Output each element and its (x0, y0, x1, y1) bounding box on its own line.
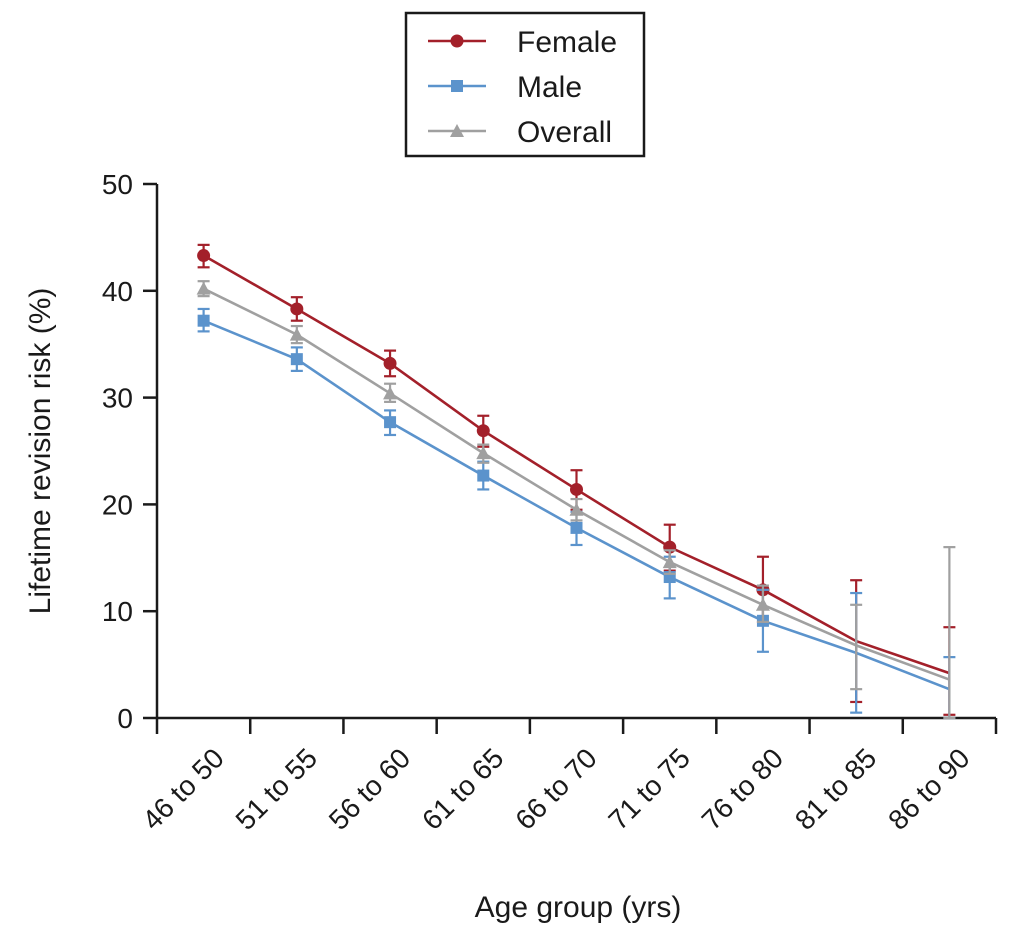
legend-marker (450, 124, 464, 137)
legend-item-overall: Overall (428, 116, 612, 149)
y-tick-label: 30 (102, 383, 133, 414)
data-point (476, 424, 490, 438)
x-tick-label: 51 to 55 (230, 742, 323, 835)
data-point (383, 386, 398, 400)
x-tick-label: 81 to 85 (789, 742, 882, 835)
data-point (477, 469, 490, 482)
legend-marker (451, 80, 463, 92)
data-point (570, 482, 583, 496)
y-tick-label: 0 (117, 703, 133, 734)
x-axis-title: Age group (yrs) (475, 891, 682, 924)
series-female (197, 243, 956, 716)
data-point (383, 356, 397, 370)
legend-item-female: Female (428, 26, 617, 59)
data-point (755, 597, 770, 611)
legend-item-male: Male (428, 71, 582, 104)
x-tick-label: 46 to 50 (136, 742, 229, 835)
y-tick-label: 10 (102, 596, 133, 627)
legend-label: Female (517, 26, 617, 59)
legend-label: Male (517, 71, 582, 104)
chart-legend: Female Male Overall (404, 11, 646, 158)
data-point (197, 249, 211, 263)
series-overall (196, 280, 956, 720)
series-line (202, 254, 950, 675)
y-tick-label: 50 (102, 169, 133, 200)
data-point (569, 502, 584, 516)
data-point (384, 416, 397, 429)
data-point (290, 353, 303, 366)
data-point (290, 302, 304, 316)
data-point (570, 521, 583, 534)
y-axis-title: Lifetime revision risk (%) (24, 288, 57, 615)
data-point (289, 327, 304, 341)
y-tick-label: 20 (102, 489, 133, 520)
x-tick-label: 71 to 75 (602, 742, 695, 835)
legend-marker (450, 34, 464, 48)
x-tick-label: 76 to 80 (696, 742, 789, 835)
data-point (197, 314, 210, 327)
x-tick-label: 66 to 70 (509, 742, 602, 835)
data-point (662, 555, 677, 569)
legend-label: Overall (517, 116, 612, 149)
data-point (196, 281, 211, 295)
x-tick-label: 56 to 60 (323, 742, 416, 835)
x-tick-label: 86 to 90 (882, 742, 975, 835)
x-tick-label: 61 to 65 (416, 742, 509, 835)
data-point (476, 446, 491, 460)
series-layer (196, 243, 956, 720)
axes: 0 10 20 30 40 50 46 to 50 51 to 55 56 to 60 61 t… (102, 169, 998, 836)
y-tick-label: 40 (102, 276, 133, 307)
